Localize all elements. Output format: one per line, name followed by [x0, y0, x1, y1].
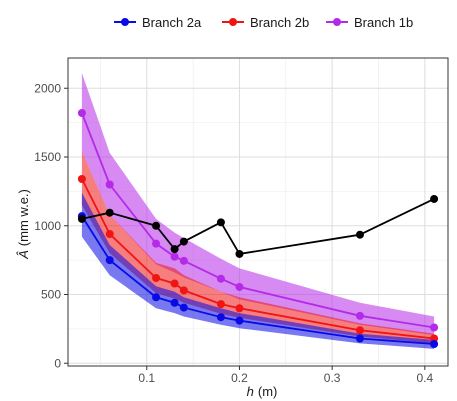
plot-panel [68, 58, 448, 366]
data-point [77, 175, 86, 183]
data-point [216, 218, 225, 227]
data-point [105, 256, 114, 265]
data-point [152, 239, 161, 248]
legend-label: Branch 1b [354, 15, 413, 30]
data-point [152, 221, 161, 230]
data-point [235, 304, 244, 313]
data-point [216, 274, 225, 283]
data-point [105, 230, 114, 238]
data-point [235, 249, 244, 258]
y-tick-label: 1000 [34, 219, 61, 233]
data-point [77, 214, 86, 223]
panel-border [67, 57, 449, 367]
x-tick-label: 0.1 [138, 371, 155, 385]
data-point [170, 245, 179, 254]
x-tick-label: 0.2 [231, 371, 248, 385]
data-point [152, 293, 161, 302]
x-axis-variable: h [247, 384, 254, 399]
y-tick-label: 0 [54, 356, 61, 370]
data-point [430, 340, 439, 348]
y-axis-title: Â (mm w.e.) [16, 189, 31, 260]
legend-key-point [229, 18, 237, 26]
x-axis-title: h (m) [247, 384, 278, 399]
x-axis-unit: (m) [258, 384, 278, 399]
data-point [170, 252, 179, 261]
data-point [355, 311, 364, 320]
data-point [430, 334, 439, 343]
y-tick-label: 500 [41, 288, 61, 302]
series-band [81, 192, 435, 349]
y-tick-label: 2000 [34, 81, 61, 95]
data-point [216, 313, 225, 322]
data-point [179, 286, 188, 295]
axes: 0.1 0.2 0.3 0.4 0 500 1000 1500 2000 [34, 57, 449, 385]
legend: Branch 2a Branch 2b Branch 1b [114, 15, 413, 30]
x-tick-label: 0.4 [416, 371, 433, 385]
x-tick-label: 0.3 [324, 371, 341, 385]
data-point [152, 274, 161, 282]
data-point [235, 282, 244, 291]
data-point [170, 298, 179, 307]
data-point [105, 208, 114, 217]
data-point [179, 303, 188, 312]
y-axis-variable: Â [16, 250, 31, 260]
legend-label: Branch 2b [250, 15, 309, 30]
data-point [235, 316, 244, 325]
data-point [430, 323, 439, 332]
legend-key-point [121, 18, 129, 26]
data-point [179, 237, 188, 246]
data-point [170, 279, 179, 288]
data-point [355, 334, 364, 343]
data-point [105, 180, 114, 189]
y-axis-unit: (mm w.e.) [16, 189, 31, 246]
data-point [216, 300, 225, 309]
data-point [77, 109, 86, 117]
data-point [430, 194, 439, 203]
data-point [179, 256, 188, 265]
data-point [355, 326, 364, 335]
legend-key-point [333, 18, 341, 26]
data-point [355, 230, 364, 239]
y-tick-label: 1500 [34, 150, 61, 164]
legend-label: Branch 2a [142, 15, 202, 30]
